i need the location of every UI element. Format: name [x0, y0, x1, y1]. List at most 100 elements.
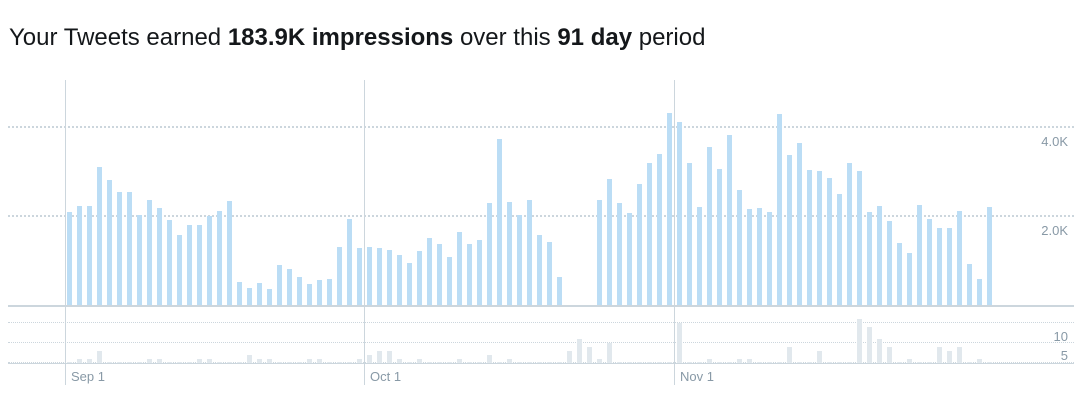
impressions-bar[interactable]	[597, 200, 602, 305]
impressions-bar[interactable]	[467, 244, 472, 305]
impressions-bar[interactable]	[837, 194, 842, 305]
impressions-bar[interactable]	[527, 200, 532, 305]
engagement-bar[interactable]	[237, 362, 242, 363]
impressions-bar[interactable]	[377, 248, 382, 305]
impressions-bar[interactable]	[427, 238, 432, 305]
impressions-bar[interactable]	[197, 225, 202, 305]
engagement-bar[interactable]	[247, 355, 252, 363]
engagement-bar[interactable]	[707, 359, 712, 363]
engagement-bar[interactable]	[97, 351, 102, 363]
impressions-bar[interactable]	[787, 155, 792, 305]
engagement-bar[interactable]	[257, 359, 262, 363]
engagement-bar[interactable]	[157, 359, 162, 363]
impressions-bar[interactable]	[357, 248, 362, 305]
engagement-bar[interactable]	[317, 359, 322, 363]
impressions-bar[interactable]	[977, 279, 982, 305]
impressions-bar[interactable]	[407, 263, 412, 305]
engagement-bar[interactable]	[117, 362, 122, 363]
impressions-bar[interactable]	[247, 288, 252, 305]
engagement-bar[interactable]	[847, 362, 852, 363]
engagement-bar[interactable]	[617, 362, 622, 363]
impressions-bar[interactable]	[707, 147, 712, 305]
engagement-bar[interactable]	[967, 362, 972, 363]
engagement-bar[interactable]	[777, 362, 782, 363]
engagement-bar[interactable]	[507, 359, 512, 363]
impressions-bar[interactable]	[497, 139, 502, 305]
engagement-bar[interactable]	[947, 351, 952, 363]
impressions-bar[interactable]	[487, 203, 492, 305]
impressions-bar[interactable]	[477, 240, 482, 305]
impressions-bar[interactable]	[337, 247, 342, 305]
engagement-bar[interactable]	[797, 362, 802, 363]
impressions-bar[interactable]	[967, 264, 972, 305]
engagement-bar[interactable]	[957, 347, 962, 363]
engagement-bar[interactable]	[647, 362, 652, 363]
impressions-bar[interactable]	[897, 243, 902, 305]
impressions-bar[interactable]	[367, 247, 372, 305]
engagement-bar[interactable]	[727, 362, 732, 363]
impressions-bar[interactable]	[917, 205, 922, 305]
engagement-bar[interactable]	[357, 359, 362, 363]
engagement-bar[interactable]	[377, 351, 382, 363]
impressions-bar[interactable]	[737, 190, 742, 305]
engagement-bar[interactable]	[687, 362, 692, 363]
impressions-bar[interactable]	[987, 207, 992, 305]
engagement-bar[interactable]	[487, 355, 492, 363]
impressions-bar[interactable]	[657, 154, 662, 305]
impressions-bar[interactable]	[397, 255, 402, 305]
engagement-bar[interactable]	[697, 362, 702, 363]
engagement-bar[interactable]	[607, 343, 612, 363]
impressions-bar[interactable]	[237, 282, 242, 305]
impressions-bar[interactable]	[887, 221, 892, 305]
engagement-bar[interactable]	[927, 362, 932, 363]
engagement-bar[interactable]	[177, 362, 182, 363]
engagement-bar[interactable]	[287, 362, 292, 363]
impressions-bar[interactable]	[267, 289, 272, 305]
impressions-bar[interactable]	[627, 213, 632, 305]
impressions-bar[interactable]	[867, 212, 872, 305]
impressions-bar[interactable]	[557, 277, 562, 305]
impressions-bar[interactable]	[777, 114, 782, 305]
impressions-bar[interactable]	[307, 284, 312, 305]
impressions-bar[interactable]	[97, 167, 102, 305]
impressions-bar[interactable]	[317, 280, 322, 305]
engagement-bar[interactable]	[427, 362, 432, 363]
engagement-bar[interactable]	[817, 351, 822, 363]
impressions-bar[interactable]	[117, 192, 122, 305]
engagement-bar[interactable]	[837, 362, 842, 363]
impressions-bar[interactable]	[907, 253, 912, 305]
engagement-bar[interactable]	[527, 362, 532, 363]
engagement-bar[interactable]	[877, 339, 882, 363]
engagement-bar[interactable]	[497, 362, 502, 363]
impressions-bar[interactable]	[287, 269, 292, 305]
engagement-bar[interactable]	[517, 362, 522, 363]
impressions-bar[interactable]	[857, 171, 862, 305]
engagement-bar[interactable]	[67, 362, 72, 363]
impressions-bar[interactable]	[107, 180, 112, 305]
impressions-bar[interactable]	[827, 178, 832, 305]
impressions-bar[interactable]	[127, 192, 132, 305]
impressions-bar[interactable]	[277, 265, 282, 305]
impressions-bar[interactable]	[947, 228, 952, 305]
engagement-bar[interactable]	[307, 359, 312, 363]
engagement-bar[interactable]	[467, 362, 472, 363]
engagement-bar[interactable]	[347, 362, 352, 363]
impressions-bar[interactable]	[507, 202, 512, 305]
engagement-bar[interactable]	[807, 362, 812, 363]
impressions-bar[interactable]	[297, 277, 302, 305]
engagement-bar[interactable]	[557, 362, 562, 363]
engagement-bar[interactable]	[147, 359, 152, 363]
engagement-bar[interactable]	[577, 339, 582, 363]
engagement-bar[interactable]	[137, 362, 142, 363]
impressions-bar[interactable]	[87, 206, 92, 305]
engagement-bar[interactable]	[217, 362, 222, 363]
impressions-bar[interactable]	[817, 171, 822, 305]
engagement-bar[interactable]	[757, 362, 762, 363]
engagement-bar[interactable]	[367, 355, 372, 363]
impressions-bar[interactable]	[177, 235, 182, 305]
impressions-bar[interactable]	[717, 169, 722, 305]
engagement-bar[interactable]	[637, 362, 642, 363]
engagement-bar[interactable]	[567, 351, 572, 363]
engagement-bar[interactable]	[587, 347, 592, 363]
impressions-bar[interactable]	[617, 203, 622, 305]
